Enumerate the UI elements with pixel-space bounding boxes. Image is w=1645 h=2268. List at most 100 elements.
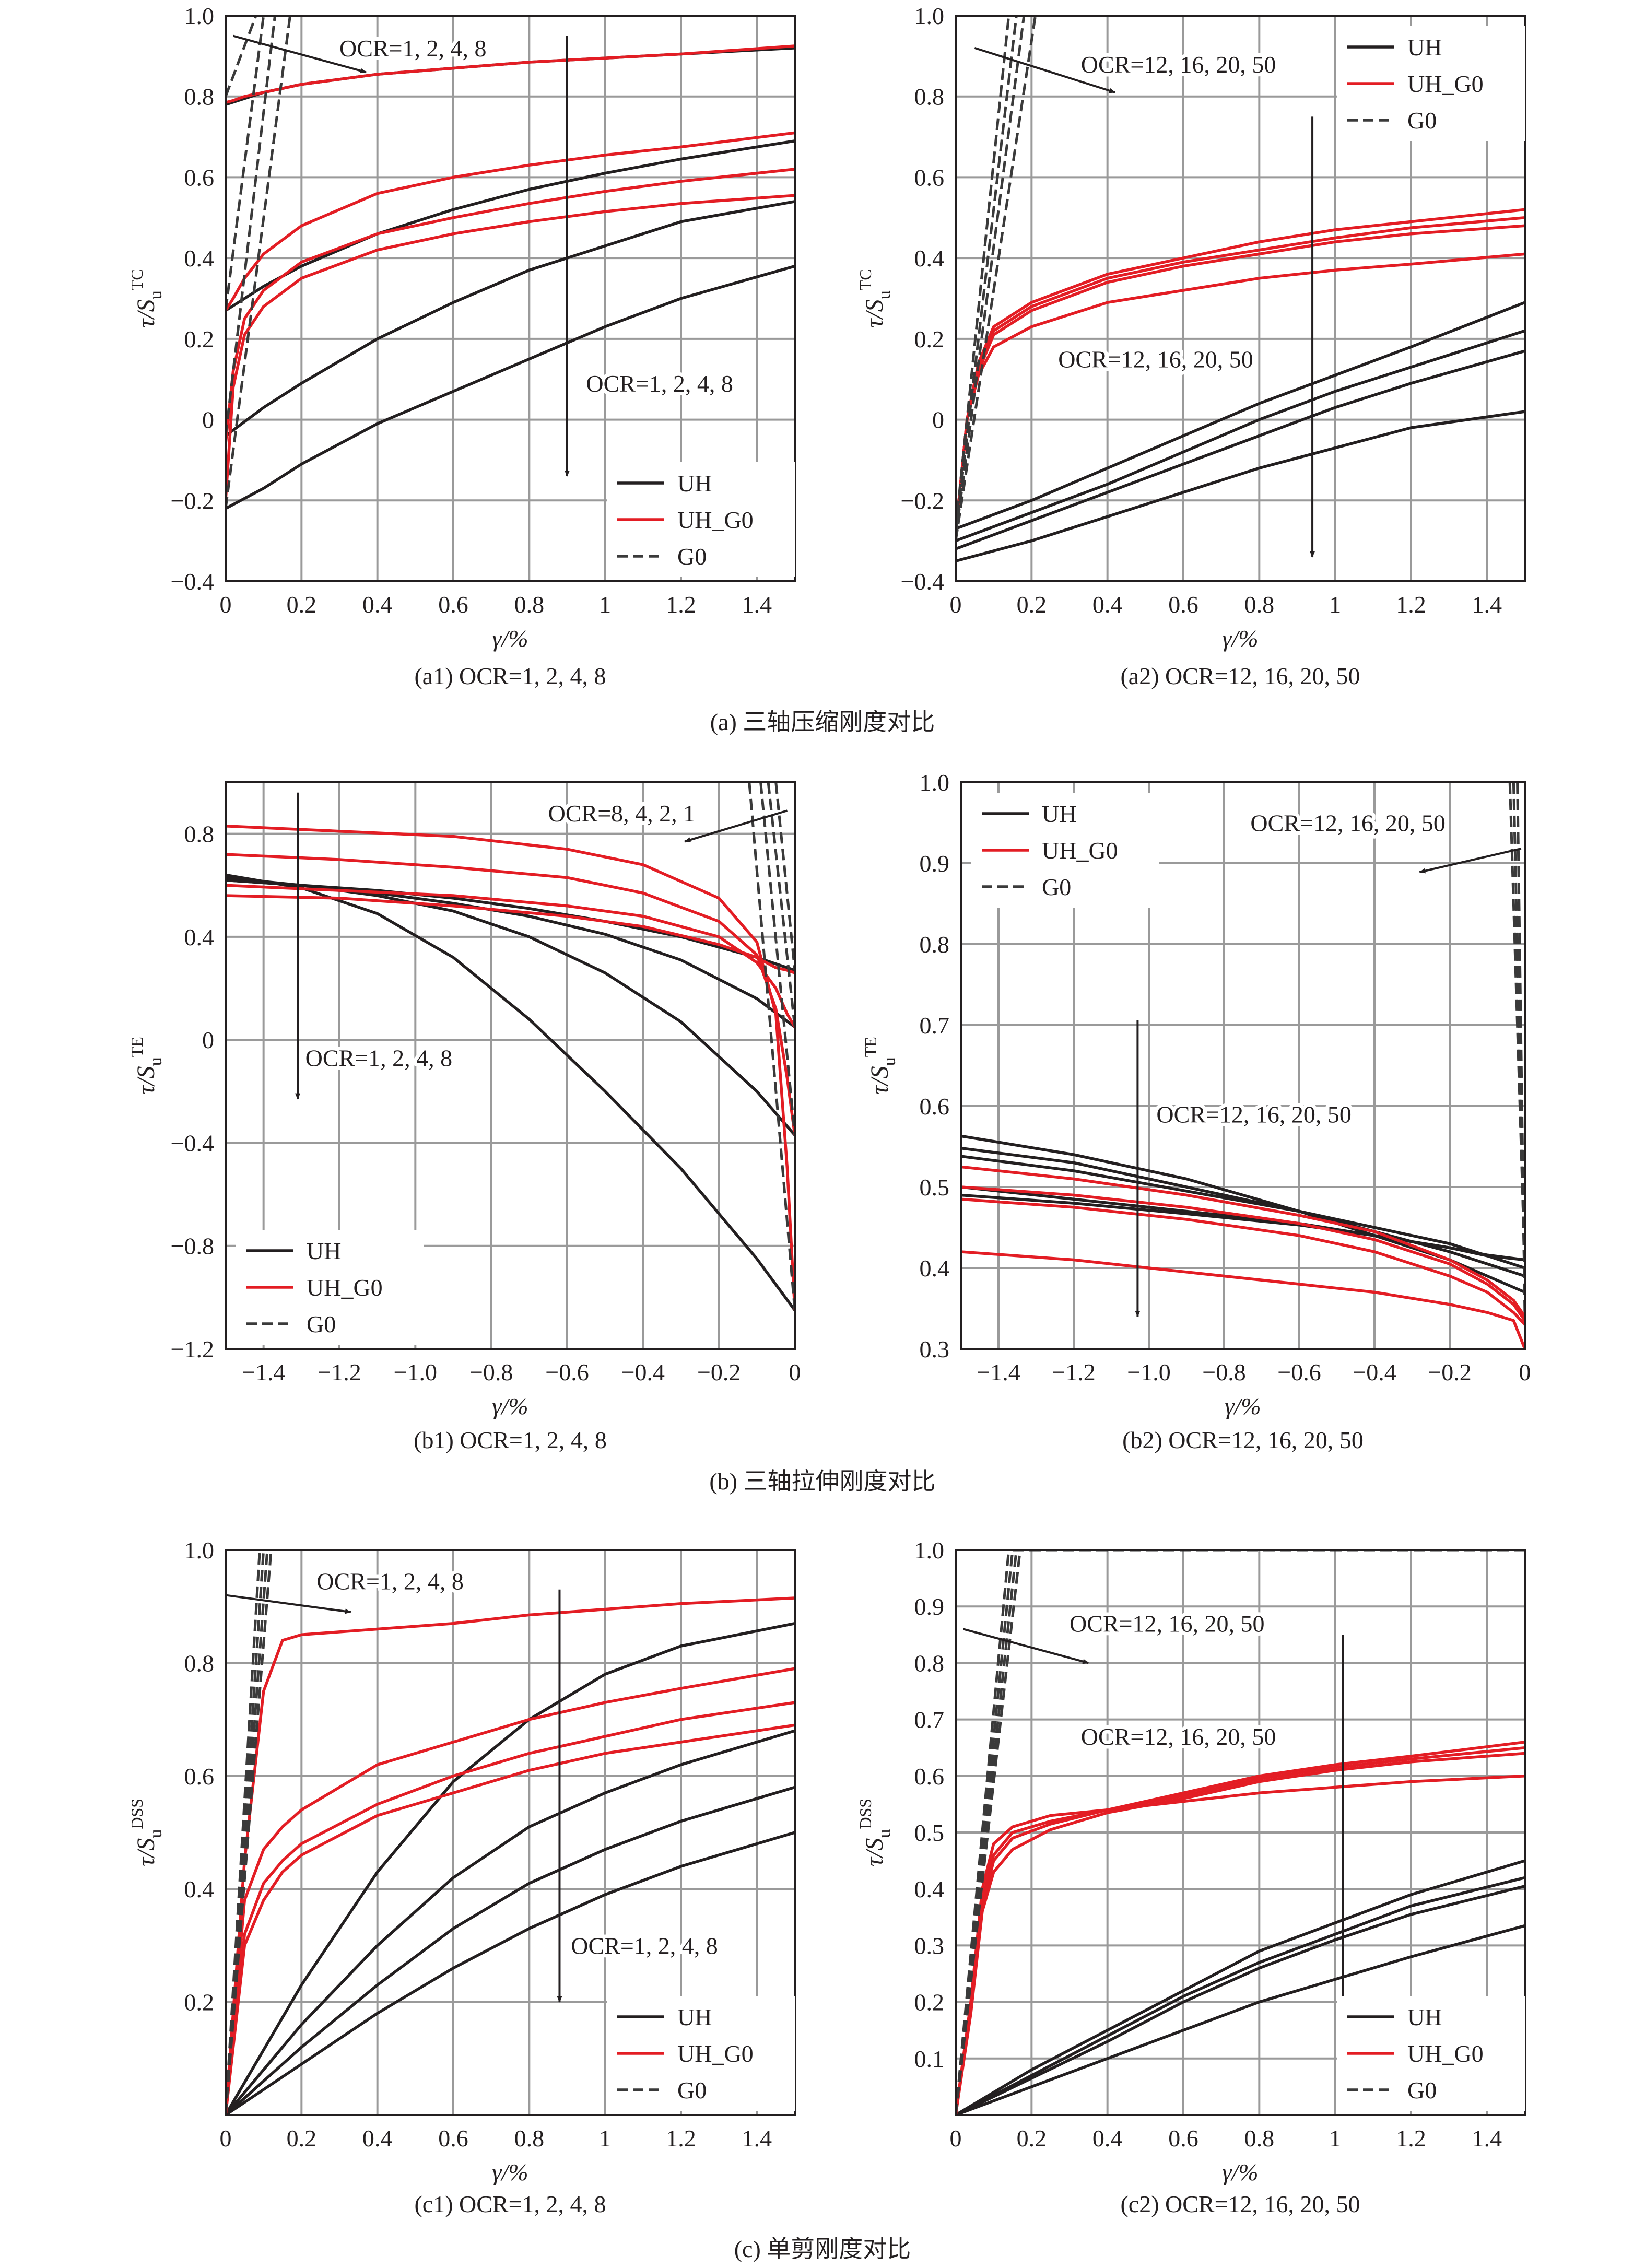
y-axis-label-main: τ/S <box>132 1838 160 1867</box>
y-tick-label: 0 <box>202 407 214 433</box>
y-tick-label: 0.5 <box>914 1819 945 1846</box>
y-axis-label-sub: u <box>146 1829 166 1838</box>
y-tick-label: 0.8 <box>184 821 215 848</box>
legend-label-uhg0: UH_G0 <box>677 2040 754 2067</box>
series-line-g0 <box>767 782 795 1027</box>
x-tick-label: 0 <box>950 591 962 618</box>
legend-label-g0: G0 <box>1042 874 1071 900</box>
y-tick-label: 1.0 <box>184 1537 215 1564</box>
ocr-annotation: OCR=8, 4, 2, 1 <box>548 800 696 827</box>
y-tick-label: −1.2 <box>171 1336 214 1362</box>
plot-area <box>956 16 1525 562</box>
x-tick-label: 0.4 <box>1092 591 1123 618</box>
y-tick-label: 0.8 <box>914 84 945 110</box>
x-tick-label: 0.4 <box>362 591 393 618</box>
y-tick-label: 0.4 <box>920 1255 950 1282</box>
plot-frame <box>225 15 796 582</box>
x-tick-label: −0.2 <box>697 1359 741 1385</box>
y-axis-label-main: τ/S <box>866 1066 894 1095</box>
y-tick-label: 0.7 <box>920 1012 950 1039</box>
series-line-uh <box>226 1729 795 2115</box>
legend-label-uh: UH <box>1407 34 1442 61</box>
x-tick-label: 0.6 <box>438 2125 468 2152</box>
plot-area <box>226 16 795 510</box>
y-tick-label: 0 <box>932 407 944 433</box>
y-axis-label-sub: u <box>146 290 166 299</box>
series-line-uhg0 <box>226 168 795 444</box>
series-line-uhg0 <box>956 1752 1525 2115</box>
series-line-g0 <box>226 16 257 97</box>
x-tick-label: −1.2 <box>1052 1359 1095 1385</box>
y-tick-label: 1.0 <box>914 3 945 29</box>
series-line-g0 <box>956 16 1011 529</box>
y-axis-label-main: τ/S <box>861 1838 888 1867</box>
ocr-annotation: OCR=1, 2, 4, 8 <box>339 35 487 62</box>
legend: UH UH_G0 G0 <box>607 462 795 577</box>
x-tick-label: −1.0 <box>394 1359 437 1385</box>
series-line-uhg0 <box>226 44 795 104</box>
x-tick-label: 1.4 <box>742 591 772 618</box>
series-line-uhg0 <box>226 1667 795 2115</box>
legend-label-uh: UH <box>677 2004 712 2030</box>
x-tick-label: 0.8 <box>514 591 545 618</box>
x-tick-label: 0.6 <box>1168 591 1198 618</box>
series-line-uh <box>226 1785 795 2115</box>
y-axis-label: τ/SuDSS <box>127 1799 166 1866</box>
ocr-annotation: OCR=1, 2, 4, 8 <box>586 370 733 397</box>
x-axis-label: γ/% <box>492 1393 528 1419</box>
series-line-uh <box>956 329 1525 543</box>
legend: UH UH_G0 G0 <box>607 1996 795 2111</box>
x-tick-label: 0.8 <box>1244 2125 1275 2152</box>
y-tick-label: 0.5 <box>920 1174 950 1201</box>
y-axis-label-sup: DSS <box>856 1799 875 1829</box>
series-line-g0 <box>956 1550 1021 2115</box>
x-tick-label: 1.4 <box>742 2125 772 2152</box>
series-line-uhg0 <box>226 131 795 312</box>
x-tick-label: 0 <box>950 2125 962 2152</box>
ocr-annotation: OCR=12, 16, 20, 50 <box>1081 1723 1276 1750</box>
ocr-annotation: OCR=12, 16, 20, 50 <box>1250 810 1446 837</box>
legend-label-uhg0: UH_G0 <box>307 1274 383 1301</box>
legend-label-uhg0: UH_G0 <box>1407 2040 1484 2067</box>
legend-label-uhg0: UH_G0 <box>1407 70 1484 97</box>
x-axis-label: γ/% <box>1222 625 1258 652</box>
legend-label-g0: G0 <box>1407 2077 1437 2104</box>
x-tick-label: 1 <box>599 591 611 618</box>
y-tick-label: 0.6 <box>914 1763 945 1790</box>
series-line-uh <box>956 1924 1525 2115</box>
series-line-uh <box>961 1155 1525 1270</box>
y-tick-label: 0.2 <box>914 326 945 352</box>
x-axis-label: γ/% <box>1225 1393 1261 1419</box>
panel-caption: (a1) OCR=1, 2, 4, 8 <box>414 663 606 689</box>
series-line-g0 <box>759 782 795 1135</box>
y-axis-label-sup: TC <box>856 269 875 290</box>
x-tick-label: −1.0 <box>1127 1359 1170 1385</box>
x-axis-label: γ/% <box>492 2159 528 2185</box>
x-tick-label: 0.4 <box>362 2125 393 2152</box>
x-tick-label: 0.2 <box>287 591 317 618</box>
x-tick-label: 1.2 <box>1396 2125 1426 2152</box>
y-axis-label-sup: TE <box>127 1037 146 1057</box>
x-tick-label: 1 <box>1329 591 1341 618</box>
panel-caption: (a2) OCR=12, 16, 20, 50 <box>1120 663 1360 689</box>
y-tick-label: 0.3 <box>914 1932 945 1959</box>
x-tick-label: 1.4 <box>1472 2125 1502 2152</box>
chart-c2: 0 0.2 0.4 0.6 0.8 1 1.2 1.4 0.1 0.2 0.3 0.4 0.5 0.6 0.… <box>856 1537 1526 2217</box>
y-axis-label: τ/SuTE <box>127 1037 166 1095</box>
y-axis-label-sup: DSS <box>127 1799 146 1829</box>
plot-frame <box>960 781 1526 1350</box>
series-line-g0 <box>226 1550 273 2115</box>
x-tick-label: 0.6 <box>438 591 468 618</box>
y-tick-label: 0.3 <box>920 1336 950 1362</box>
y-axis-label: τ/SuDSS <box>856 1799 894 1866</box>
x-tick-label: −0.2 <box>1428 1359 1471 1385</box>
y-tick-label: −0.2 <box>171 487 214 514</box>
chart-b1: −1.4 −1.2 −1.0 −0.8 −0.6 −0.4 −0.2 0 −1.2 −0.8 −0.… <box>127 781 801 1453</box>
y-axis-label-sup: TC <box>127 269 146 290</box>
x-tick-label: 0.6 <box>1168 2125 1198 2152</box>
series-line-uhg0 <box>226 1596 795 2115</box>
series-line-uhg0 <box>226 894 795 974</box>
x-tick-label: 0.2 <box>1017 591 1047 618</box>
y-tick-label: 0.9 <box>920 850 950 877</box>
